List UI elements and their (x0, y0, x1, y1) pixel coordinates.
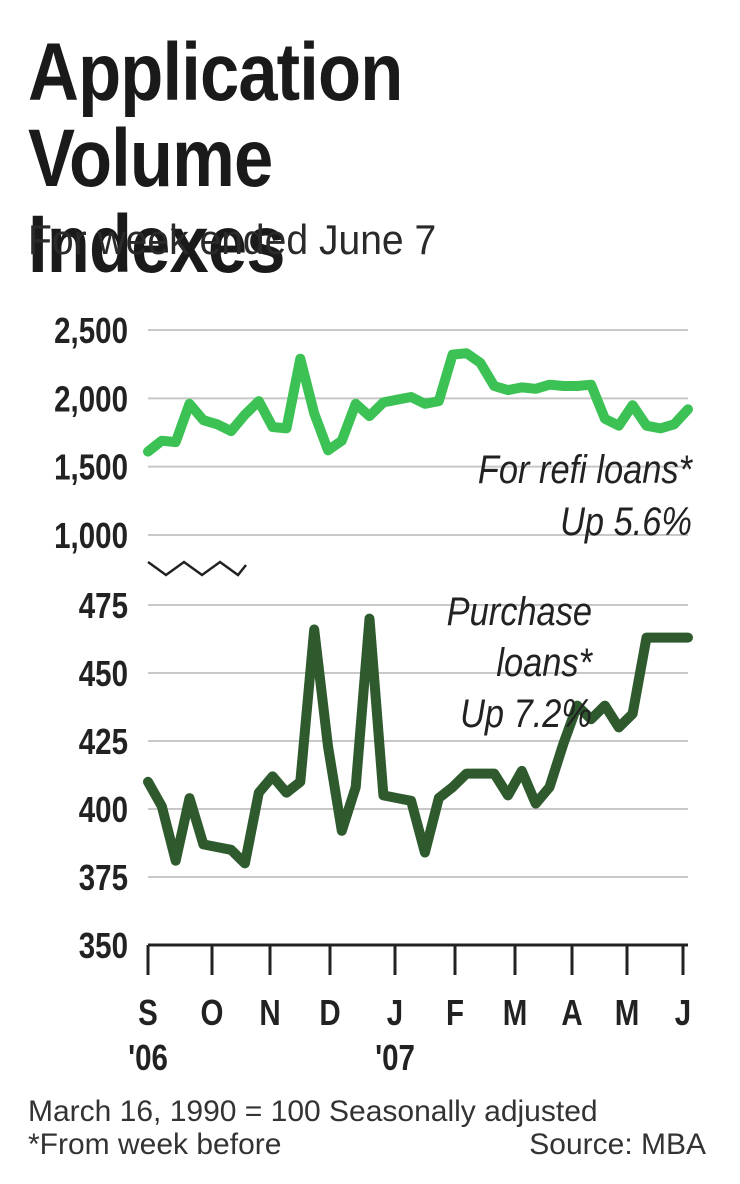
x-tick-label: J (675, 992, 691, 1032)
y-tick-label-lower: 350 (79, 925, 128, 965)
x-tick-label: S (138, 992, 158, 1032)
x-tick-label: A (561, 992, 582, 1032)
purchase-annotation: Purchase (447, 589, 592, 634)
x-tick-label: M (503, 992, 528, 1032)
x-tick-label: O (201, 992, 224, 1032)
y-tick-label-upper: 2,000 (54, 379, 128, 419)
axis-break-icon (147, 560, 247, 577)
purchase-annotation: Up 7.2% (460, 691, 592, 736)
y-tick-label-upper: 1,000 (54, 515, 128, 555)
y-tick-label-lower: 475 (79, 585, 128, 625)
refi-annotation: For refi loans* (478, 447, 693, 492)
chart-subtitle: For week ended June 7 (28, 216, 437, 263)
x-tick-label: F (446, 992, 464, 1032)
x-year-label: '06 (128, 1037, 168, 1077)
refi-series-line (143, 348, 693, 457)
x-tick-label: M (615, 992, 640, 1032)
y-tick-label-lower: 400 (79, 789, 128, 829)
x-tick-label: N (259, 992, 280, 1032)
y-tick-label-lower: 375 (79, 857, 128, 897)
chart-title: Application Volume Indexes (28, 30, 475, 288)
source-note: Source: MBA (529, 1128, 706, 1161)
y-tick-label-lower: 425 (79, 721, 128, 761)
footnote: *From week before (28, 1128, 282, 1161)
refi-annotation: Up 5.6% (560, 499, 692, 544)
y-tick-label-lower: 450 (79, 653, 128, 693)
x-tick-label: D (319, 992, 340, 1032)
y-tick-label-upper: 1,500 (54, 447, 128, 487)
x-tick-label: J (387, 992, 403, 1032)
purchase-series-line (143, 613, 693, 869)
chart-title-text: Application Volume Indexes (28, 27, 403, 290)
index-note: March 16, 1990 = 100 Seasonally adjusted (28, 1095, 598, 1128)
purchase-annotation: loans* (496, 640, 593, 685)
x-year-label: '07 (375, 1037, 415, 1077)
y-tick-label-upper: 2,500 (54, 310, 128, 350)
